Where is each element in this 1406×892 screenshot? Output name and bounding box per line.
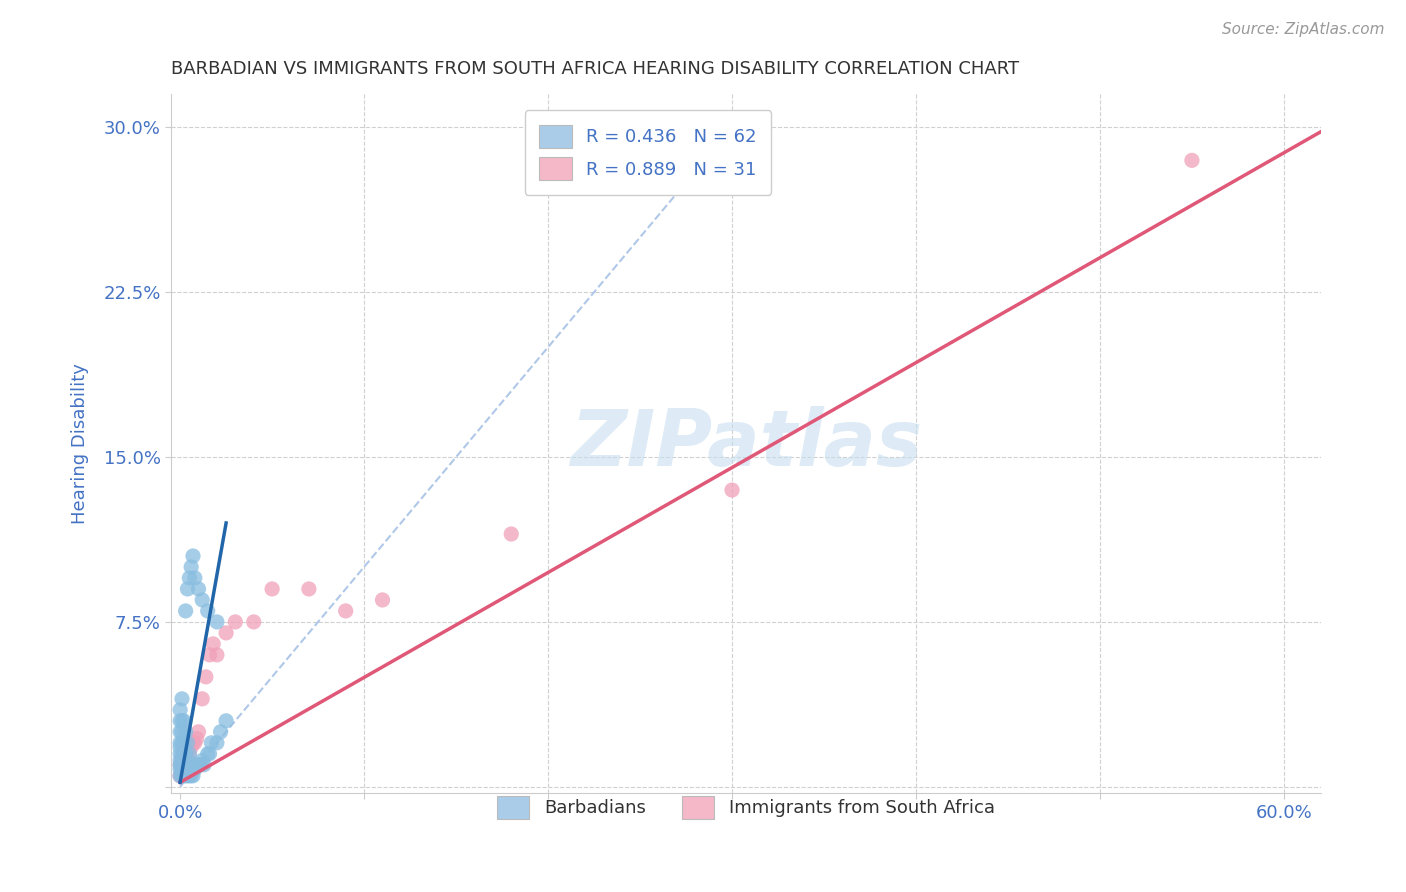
Point [176,762,198,776]
Point [205,648,228,662]
Point [176,740,198,755]
Point [173,736,195,750]
Point [170,769,193,783]
Point [202,637,225,651]
Point [170,757,193,772]
Point [170,691,193,706]
Point [173,762,195,776]
Point [176,753,198,767]
Point [181,757,204,772]
Point [173,747,195,761]
Point [169,757,191,772]
Point [170,762,193,776]
Point [174,762,197,776]
Point [242,615,264,629]
Point [174,724,197,739]
Point [169,724,191,739]
Point [187,724,209,739]
Point [176,582,198,596]
Point [174,769,197,783]
Point [262,582,284,596]
Point [186,731,208,746]
Point [179,571,201,585]
Point [181,549,204,563]
Point [174,757,197,772]
Point [169,747,191,761]
Point [224,615,246,629]
Point [169,714,191,728]
Point [215,714,238,728]
Point [187,582,209,596]
Point [173,757,195,772]
Point [174,604,197,618]
Point [181,769,204,783]
Point [173,757,195,772]
Point [205,615,228,629]
Point [186,757,208,772]
Point [170,762,193,776]
Point [188,757,211,772]
Point [198,747,221,761]
Point [169,703,191,717]
Point [209,724,232,739]
Point [176,753,198,767]
Point [1181,153,1204,168]
Point [184,571,207,585]
Point [169,736,191,750]
Point [215,626,238,640]
Point [191,691,214,706]
Point [173,747,195,761]
Legend: Barbadians, Immigrants from South Africa: Barbadians, Immigrants from South Africa [482,781,1010,833]
Point [180,757,202,772]
Point [170,736,193,750]
Point [180,769,202,783]
Point [169,757,191,772]
Point [205,736,228,750]
Point [371,593,394,607]
Point [176,736,198,750]
Point [197,747,219,761]
Text: Source: ZipAtlas.com: Source: ZipAtlas.com [1222,22,1385,37]
Point [179,757,201,772]
Point [191,593,214,607]
Point [194,670,217,684]
Point [184,762,207,776]
Point [179,747,201,761]
Point [197,604,219,618]
Text: ZIPatlas: ZIPatlas [569,406,922,482]
Point [176,769,198,783]
Point [191,753,214,767]
Point [173,714,195,728]
Point [174,757,197,772]
Point [170,724,193,739]
Point [174,747,197,761]
Point [721,483,744,497]
Point [335,604,357,618]
Point [169,769,191,783]
Point [198,648,221,662]
Point [170,753,193,767]
Point [193,757,215,772]
Y-axis label: Hearing Disability: Hearing Disability [72,363,89,524]
Point [169,762,191,776]
Point [179,769,201,783]
Point [187,757,209,772]
Text: BARBADIAN VS IMMIGRANTS FROM SOUTH AFRICA HEARING DISABILITY CORRELATION CHART: BARBADIAN VS IMMIGRANTS FROM SOUTH AFRIC… [172,60,1019,78]
Point [169,740,191,755]
Point [200,736,222,750]
Point [184,736,207,750]
Point [170,714,193,728]
Point [170,747,193,761]
Point [169,769,191,783]
Point [180,740,202,755]
Point [169,753,191,767]
Point [180,560,202,574]
Point [173,769,195,783]
Point [174,747,197,761]
Point [298,582,321,596]
Point [179,747,201,761]
Point [501,527,523,541]
Point [181,736,204,750]
